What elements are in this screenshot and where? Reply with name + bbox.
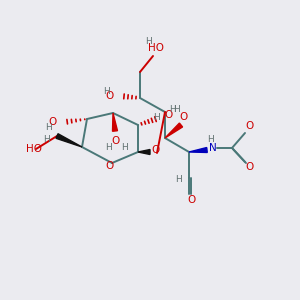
Polygon shape	[112, 113, 118, 131]
Text: H: H	[208, 134, 214, 143]
Text: H: H	[153, 112, 160, 122]
Polygon shape	[165, 123, 183, 138]
Text: O: O	[179, 112, 187, 122]
Text: HO: HO	[148, 43, 164, 53]
Text: H: H	[43, 134, 50, 143]
Text: H: H	[175, 176, 182, 184]
Text: O: O	[49, 117, 57, 127]
Text: H: H	[145, 38, 152, 46]
Text: HO: HO	[26, 144, 42, 154]
Text: H: H	[172, 106, 179, 115]
Polygon shape	[189, 148, 207, 152]
Text: O: O	[164, 110, 172, 120]
Text: O: O	[187, 195, 195, 205]
Polygon shape	[138, 149, 150, 154]
Text: H: H	[103, 86, 110, 95]
Polygon shape	[56, 134, 82, 147]
Text: H: H	[121, 143, 128, 152]
Text: N: N	[209, 143, 217, 153]
Text: H: H	[46, 122, 52, 131]
Text: O: O	[246, 162, 254, 172]
Text: O: O	[112, 136, 120, 146]
Text: H: H	[169, 104, 176, 113]
Text: O: O	[106, 91, 114, 101]
Text: H: H	[105, 143, 111, 152]
Text: O: O	[152, 145, 160, 155]
Text: O: O	[105, 161, 113, 171]
Text: O: O	[245, 121, 253, 131]
